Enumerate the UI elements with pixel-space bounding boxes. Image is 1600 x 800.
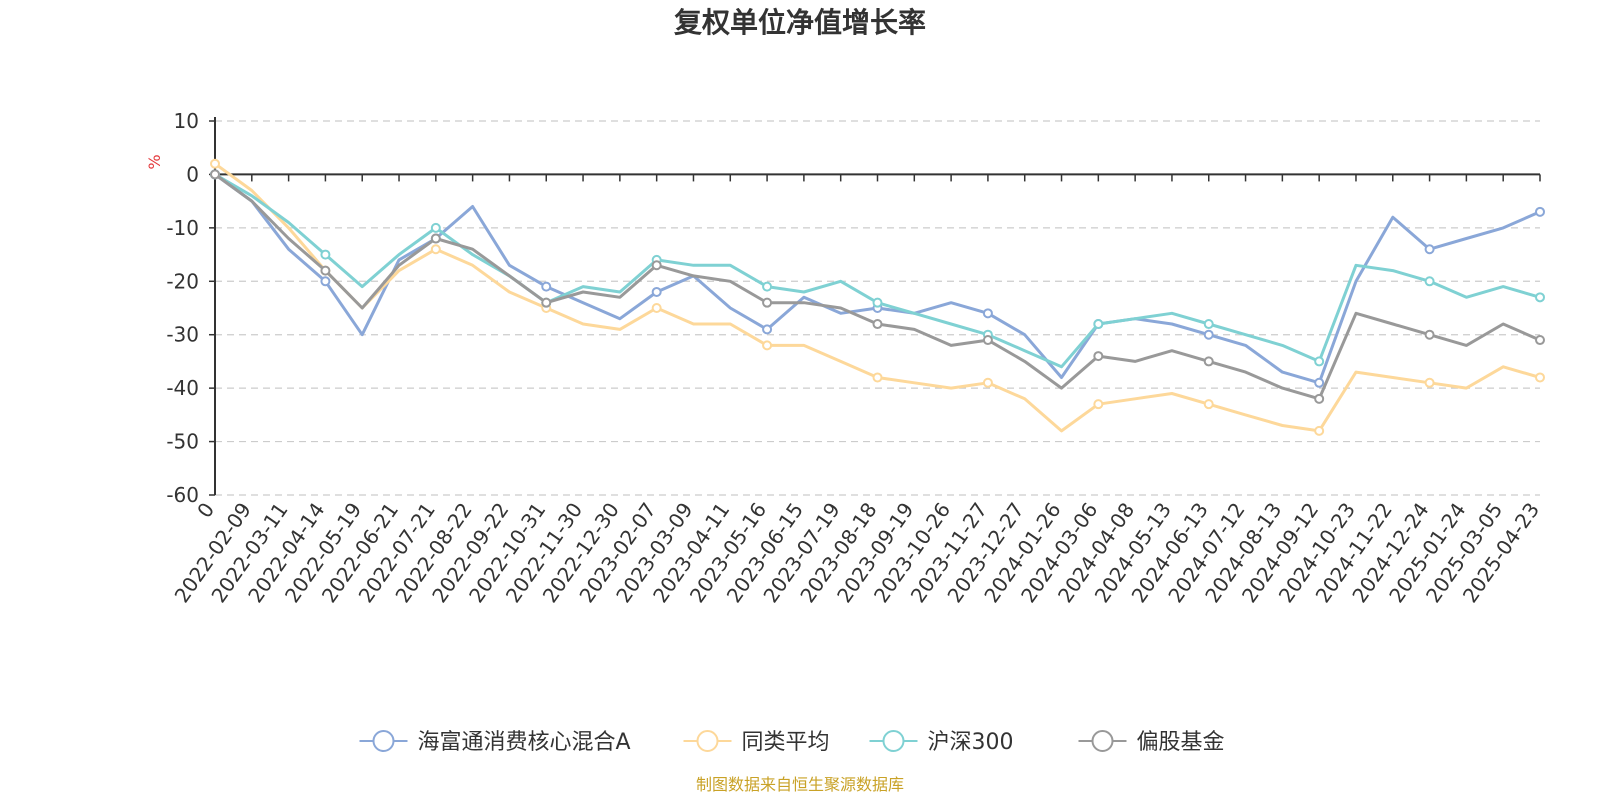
data-point[interactable] xyxy=(1093,319,1104,330)
y-tick-label: -10 xyxy=(166,216,199,240)
legend[interactable]: 海富通消费核心混合A 同类平均 沪深300 偏股基金 xyxy=(359,730,1225,755)
data-point[interactable] xyxy=(1424,329,1435,340)
data-point[interactable] xyxy=(1535,292,1545,303)
y-tick-label: -40 xyxy=(166,376,199,400)
data-point[interactable] xyxy=(651,260,662,271)
data-point[interactable] xyxy=(1203,329,1214,340)
legend-item[interactable]: 沪深300 xyxy=(869,730,1014,755)
legend-label: 同类平均 xyxy=(742,730,830,755)
data-point[interactable] xyxy=(430,244,441,255)
legend-label: 海富通消费核心混合A xyxy=(418,730,631,755)
legend-label: 沪深300 xyxy=(928,730,1014,755)
data-point[interactable] xyxy=(1314,425,1325,436)
legend-item[interactable]: 偏股基金 xyxy=(1078,730,1225,755)
data-point[interactable] xyxy=(1535,372,1545,383)
data-point[interactable] xyxy=(651,286,662,297)
series-layer xyxy=(210,158,1545,436)
legend-circle-icon xyxy=(1091,730,1114,752)
series-line xyxy=(214,173,1541,385)
x-tick-label: 0 xyxy=(192,498,219,522)
data-point[interactable] xyxy=(1314,393,1325,404)
data-point[interactable] xyxy=(982,377,993,388)
data-point[interactable] xyxy=(1424,244,1435,255)
y-tick-label: 10 xyxy=(174,109,199,133)
legend-item[interactable]: 同类平均 xyxy=(683,730,830,755)
data-point[interactable] xyxy=(430,222,441,233)
data-point[interactable] xyxy=(541,297,552,308)
data-point[interactable] xyxy=(210,169,220,180)
data-point[interactable] xyxy=(982,308,993,319)
y-tick-label: -60 xyxy=(166,483,199,507)
legend-circle-icon xyxy=(372,730,395,752)
y-axis-unit-label: % xyxy=(145,154,164,169)
data-point[interactable] xyxy=(1424,276,1435,287)
data-point[interactable] xyxy=(1314,377,1325,388)
data-point[interactable] xyxy=(320,249,331,260)
data-point[interactable] xyxy=(651,303,662,313)
data-point[interactable] xyxy=(762,324,773,335)
y-tick-label: -50 xyxy=(166,430,199,454)
y-tick-label: -20 xyxy=(166,269,199,293)
data-point[interactable] xyxy=(872,297,883,308)
series-line xyxy=(214,173,1541,401)
data-point[interactable] xyxy=(210,158,220,169)
data-point[interactable] xyxy=(320,276,331,287)
data-point[interactable] xyxy=(1203,356,1214,367)
data-point[interactable] xyxy=(1314,356,1325,367)
data-point[interactable] xyxy=(1093,351,1104,362)
data-point[interactable] xyxy=(982,335,993,346)
series-line xyxy=(214,173,1541,369)
data-point[interactable] xyxy=(1424,377,1435,388)
data-point[interactable] xyxy=(872,372,883,383)
y-tick-label: -30 xyxy=(166,323,199,347)
data-point[interactable] xyxy=(1535,206,1545,217)
legend-circle-icon xyxy=(882,730,905,752)
legend-circle-icon xyxy=(696,730,719,752)
data-point[interactable] xyxy=(762,340,773,351)
data-point[interactable] xyxy=(762,281,773,292)
legend-item[interactable]: 海富通消费核心混合A xyxy=(359,730,631,755)
chart-title: 复权单位净值增长率 xyxy=(674,6,926,39)
data-point[interactable] xyxy=(1535,335,1545,346)
data-point[interactable] xyxy=(1093,399,1104,410)
data-point[interactable] xyxy=(1203,319,1214,330)
data-point[interactable] xyxy=(762,297,773,308)
data-point[interactable] xyxy=(872,319,883,330)
y-tick-label: 0 xyxy=(186,162,199,186)
data-point[interactable] xyxy=(430,233,441,244)
data-point[interactable] xyxy=(541,281,552,292)
series-1 xyxy=(210,169,1545,388)
data-point[interactable] xyxy=(320,265,331,276)
series-4 xyxy=(210,169,1545,404)
legend-label: 偏股基金 xyxy=(1137,730,1225,755)
data-point[interactable] xyxy=(1203,399,1214,410)
series-line xyxy=(214,162,1541,433)
data-source-note: 制图数据来自恒生聚源数据库 xyxy=(696,775,904,794)
